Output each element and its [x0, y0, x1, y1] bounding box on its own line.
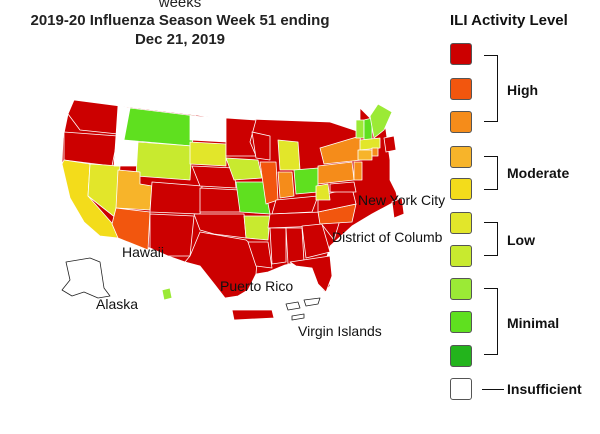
- state-louisiana: [247, 241, 273, 269]
- state-mississippi: [269, 227, 287, 265]
- state-colorado: [149, 181, 203, 215]
- legend-title: ILI Activity Level: [450, 12, 568, 29]
- state-west-virginia: [315, 183, 331, 201]
- legend-label-low: Low: [507, 232, 535, 248]
- state-rhode-island: [371, 147, 379, 157]
- inset-alaska: [61, 257, 111, 299]
- state-pennsylvania: [317, 161, 355, 185]
- state-minnesota: [225, 117, 257, 157]
- state-arizona: [111, 207, 151, 251]
- legend-swatch-level-4: [450, 245, 472, 267]
- map-subtitle: Dec 21, 2019: [134, 31, 226, 48]
- title-fragment: weeks: [158, 0, 202, 11]
- state-maryland: [329, 181, 357, 193]
- state-connecticut: [357, 149, 373, 161]
- state-florida: [289, 255, 333, 293]
- legend-swatch-level-3: [450, 278, 472, 300]
- legend-bracket-moderate: [484, 156, 498, 190]
- state-new-jersey: [353, 161, 363, 181]
- state-maine: [369, 103, 393, 139]
- state-georgia: [301, 223, 331, 259]
- legend-swatch-insufficient: [450, 378, 472, 400]
- label-puerto-rico: Puerto Rico: [220, 278, 294, 294]
- state-indiana: [277, 171, 295, 199]
- legend-bracket-high: [484, 55, 498, 122]
- state-new-mexico: [149, 213, 195, 257]
- legend-swatch-level-2: [450, 311, 472, 333]
- label-hawaii: Hawaii: [122, 244, 165, 260]
- label-district-of-columbia: District of Columb: [332, 229, 443, 245]
- legend-bracket-low: [484, 222, 498, 256]
- legend-bracket-minimal: [484, 288, 498, 355]
- state-wyoming: [135, 141, 193, 181]
- legend-label-minimal: Minimal: [507, 315, 560, 331]
- state-oklahoma: [193, 213, 247, 239]
- legend-swatch-level-5: [450, 212, 472, 234]
- inset-puerto-rico: [231, 309, 275, 321]
- label-alaska: Alaska: [96, 296, 139, 312]
- state-alabama: [285, 227, 305, 265]
- state-south-dakota: [189, 141, 227, 167]
- legend-swatch-level-8: [450, 111, 472, 133]
- legend-swatch-level-10: [450, 43, 472, 65]
- inset-new-york-city: [383, 135, 397, 153]
- state-kansas: [199, 187, 241, 213]
- legend-label-insufficient: Insufficient: [507, 381, 582, 397]
- legend-swatch-level-6: [450, 178, 472, 200]
- label-virgin-islands: Virgin Islands: [298, 323, 382, 339]
- state-massachusetts: [359, 137, 381, 151]
- state-washington: [67, 99, 121, 135]
- state-north-dakota: [189, 115, 227, 143]
- legend-swatch-level-1: [450, 345, 472, 367]
- state-vermont: [355, 119, 365, 139]
- state-michigan: [277, 139, 301, 171]
- inset-virgin-islands: [285, 297, 321, 321]
- legend-label-high: High: [507, 82, 539, 98]
- inset-hawaii: [161, 287, 173, 301]
- map-title: 2019-20 Influenza Season Week 51 ending: [30, 12, 330, 29]
- state-arkansas: [243, 215, 271, 241]
- label-new-york-city: New York City: [358, 192, 446, 208]
- state-nebraska: [191, 165, 237, 189]
- legend-insufficient-line: [482, 389, 504, 390]
- state-wisconsin: [251, 131, 271, 161]
- legend-swatch-level-7: [450, 146, 472, 168]
- state-ohio: [293, 167, 319, 195]
- inset-district-of-columbia: [391, 197, 405, 219]
- legend-label-moderate: Moderate: [507, 165, 570, 181]
- legend-swatch-level-9: [450, 78, 472, 100]
